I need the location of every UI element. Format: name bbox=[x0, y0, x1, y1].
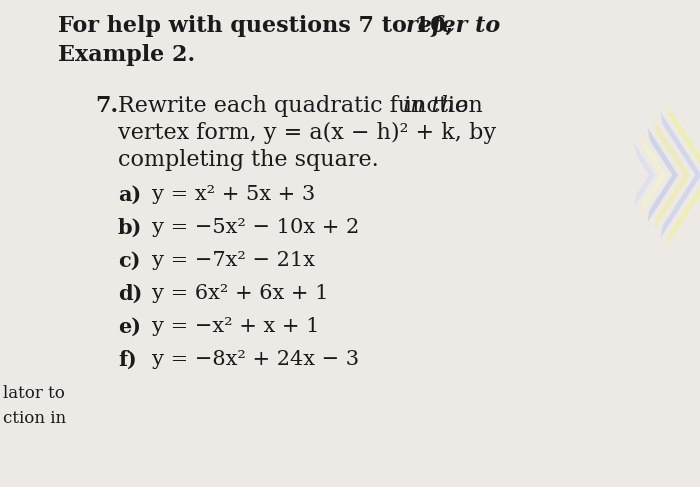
Text: y = −5x² − 10x + 2: y = −5x² − 10x + 2 bbox=[152, 218, 359, 237]
Text: 7.: 7. bbox=[95, 95, 118, 117]
Polygon shape bbox=[648, 128, 678, 223]
Polygon shape bbox=[654, 120, 690, 230]
Text: y = −x² + x + 1: y = −x² + x + 1 bbox=[152, 317, 319, 336]
Text: d): d) bbox=[118, 284, 142, 304]
Text: y = 6x² + 6x + 1: y = 6x² + 6x + 1 bbox=[152, 284, 328, 303]
Polygon shape bbox=[634, 143, 655, 207]
Text: ction in: ction in bbox=[3, 410, 66, 427]
Text: refer to: refer to bbox=[406, 15, 500, 37]
Text: For help with questions 7 to 10,: For help with questions 7 to 10, bbox=[58, 15, 461, 37]
Text: c): c) bbox=[118, 251, 141, 271]
Text: y = x² + 5x + 3: y = x² + 5x + 3 bbox=[152, 185, 315, 204]
Text: b): b) bbox=[118, 218, 142, 238]
Text: completing the square.: completing the square. bbox=[118, 149, 379, 171]
Text: e): e) bbox=[118, 317, 141, 337]
Text: Example 2.: Example 2. bbox=[58, 44, 195, 66]
Polygon shape bbox=[661, 112, 700, 238]
Text: in the: in the bbox=[403, 95, 468, 117]
Text: Rewrite each quadratic function: Rewrite each quadratic function bbox=[118, 95, 490, 117]
Text: f): f) bbox=[118, 350, 136, 370]
Polygon shape bbox=[640, 135, 666, 215]
Text: lator to: lator to bbox=[3, 385, 65, 402]
Text: y = −8x² + 24x − 3: y = −8x² + 24x − 3 bbox=[152, 350, 359, 369]
Polygon shape bbox=[667, 104, 700, 246]
Text: vertex form, y = a(x − h)² + k, by: vertex form, y = a(x − h)² + k, by bbox=[118, 122, 496, 144]
Text: y = −7x² − 21x: y = −7x² − 21x bbox=[152, 251, 315, 270]
Text: a): a) bbox=[118, 185, 141, 205]
